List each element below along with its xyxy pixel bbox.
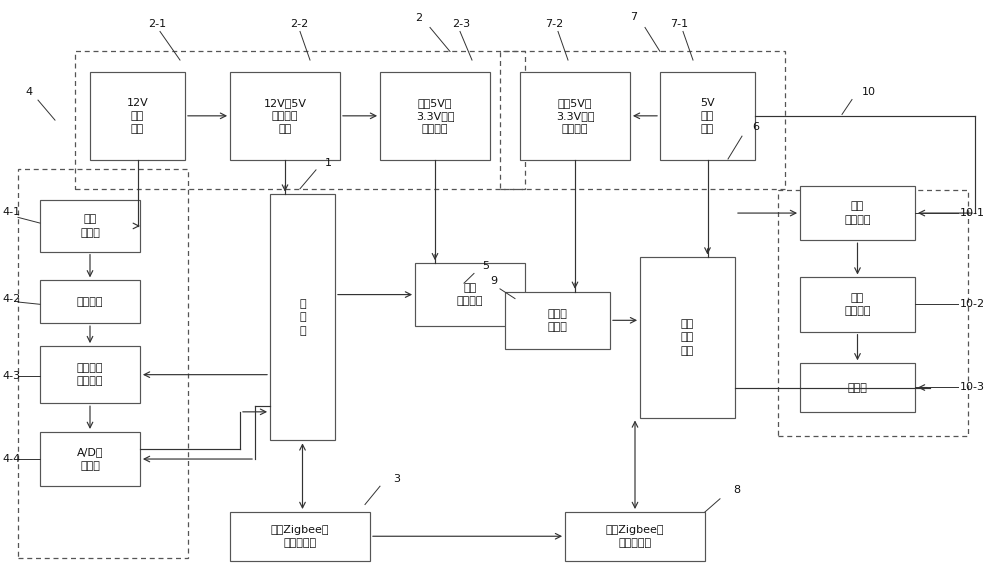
Bar	[40, 432, 140, 486]
Bar	[230, 72, 340, 160]
Text: 语音
播放电路: 语音 播放电路	[844, 201, 871, 225]
Text: 扬声器: 扬声器	[848, 383, 867, 392]
Text: 1: 1	[325, 158, 332, 168]
Text: A/D转
换电路: A/D转 换电路	[77, 447, 103, 471]
Text: 5: 5	[482, 261, 489, 271]
Text: 2-3: 2-3	[452, 19, 470, 29]
Text: 2-2: 2-2	[290, 19, 308, 29]
Bar	[800, 277, 915, 332]
Text: 2-1: 2-1	[148, 19, 166, 29]
Bar	[90, 72, 185, 160]
Text: 12V
开关
电源: 12V 开关 电源	[127, 98, 148, 134]
Bar	[640, 257, 735, 418]
Bar	[40, 200, 140, 252]
Text: 液晶
显示电路: 液晶 显示电路	[457, 283, 483, 306]
Text: 4-3: 4-3	[2, 371, 20, 382]
Text: 10: 10	[862, 86, 876, 97]
Text: 7-1: 7-1	[670, 19, 688, 29]
Text: 2: 2	[415, 13, 422, 23]
Text: 3: 3	[393, 474, 400, 484]
Bar	[270, 194, 335, 440]
Bar	[800, 186, 915, 240]
Bar	[18, 169, 188, 558]
Bar	[565, 512, 705, 561]
Bar	[40, 280, 140, 323]
Text: 信号放大
采样电路: 信号放大 采样电路	[77, 363, 103, 386]
Text: 8: 8	[733, 485, 740, 495]
Bar	[800, 363, 915, 412]
Text: 10-3: 10-3	[960, 382, 985, 392]
Text: 12V到5V
电压转换
电路: 12V到5V 电压转换 电路	[264, 98, 307, 134]
Text: 第一Zigbee无
线通信模块: 第一Zigbee无 线通信模块	[271, 525, 329, 548]
Bar	[230, 512, 370, 561]
Text: 激光测
距模块: 激光测 距模块	[548, 309, 567, 332]
Bar	[380, 72, 490, 160]
Text: 7-2: 7-2	[545, 19, 563, 29]
Text: 第一5V到
3.3V电压
转换电路: 第一5V到 3.3V电压 转换电路	[416, 98, 454, 134]
Text: 10-1: 10-1	[960, 208, 985, 218]
Text: 7: 7	[630, 12, 637, 22]
Text: 功率
放大电路: 功率 放大电路	[844, 293, 871, 316]
Text: 6: 6	[752, 122, 759, 132]
Bar	[505, 292, 610, 349]
Text: 第二Zigbee无
线通信模块: 第二Zigbee无 线通信模块	[606, 525, 664, 548]
Text: 微控
制器
模块: 微控 制器 模块	[681, 319, 694, 356]
Bar	[75, 51, 525, 189]
Bar	[500, 51, 785, 189]
Bar	[660, 72, 755, 160]
Text: 调零电路: 调零电路	[77, 297, 103, 307]
Text: 5V
开关
电源: 5V 开关 电源	[700, 98, 715, 134]
Bar	[415, 263, 525, 326]
Text: 4-1: 4-1	[2, 206, 20, 217]
Text: 10-2: 10-2	[960, 299, 985, 309]
Text: 压力
传感器: 压力 传感器	[80, 214, 100, 237]
Text: 第二5V到
3.3V电压
转换电路: 第二5V到 3.3V电压 转换电路	[556, 98, 594, 134]
Text: 4-2: 4-2	[2, 294, 20, 304]
Bar	[520, 72, 630, 160]
Text: 单
片
机: 单 片 机	[299, 299, 306, 336]
Text: 4: 4	[25, 86, 32, 97]
Bar	[40, 346, 140, 403]
Text: 9: 9	[490, 276, 497, 287]
Bar	[778, 190, 968, 436]
Text: 4-4: 4-4	[2, 454, 20, 464]
